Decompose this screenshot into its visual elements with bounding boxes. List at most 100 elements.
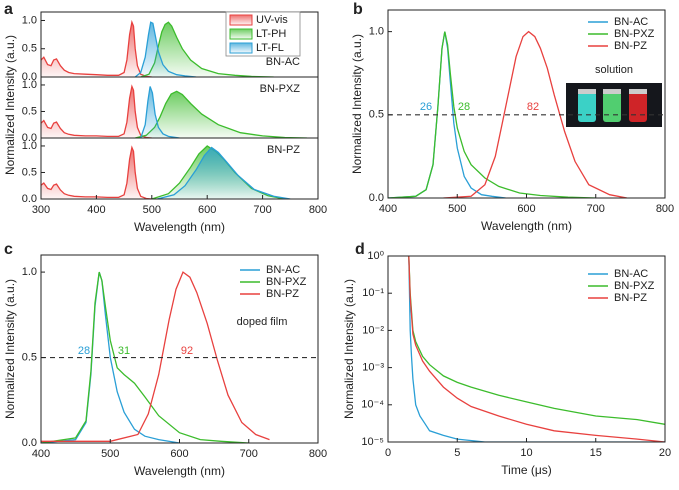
x-tick-label: 600 xyxy=(170,448,188,460)
series-line xyxy=(41,271,249,443)
legend-label: LT-FL xyxy=(256,42,284,54)
area xyxy=(157,147,291,199)
y-tick-label: 0.5 xyxy=(22,166,37,178)
annotation: 28 xyxy=(78,345,90,357)
panel-label: a xyxy=(4,1,13,18)
y-tick-label: 10⁻⁵ xyxy=(361,436,384,448)
series-line xyxy=(140,86,180,138)
series-line xyxy=(41,271,270,442)
annotation: 26 xyxy=(420,101,432,113)
x-tick-label: 400 xyxy=(379,203,397,215)
panel: 0.0 0.5 1.0 400 500 600 700 800 Wavelength (nm) N… xyxy=(3,241,327,478)
x-tick-label: 600 xyxy=(517,203,535,215)
axes-frame xyxy=(40,137,319,200)
legend-label: BN-PZ xyxy=(614,40,647,52)
y-tick-label: 0.0 xyxy=(22,437,37,449)
legend-label: BN-AC xyxy=(266,264,300,276)
legend-label: BN-PXZ xyxy=(266,276,307,288)
series-line xyxy=(443,30,628,198)
legend-label: BN-AC xyxy=(614,268,648,280)
y-tick-label: 0.0 xyxy=(369,192,384,204)
y-tick-label: 0.5 xyxy=(22,351,37,363)
x-axis-label: Wavelength (nm) xyxy=(134,220,225,234)
area xyxy=(135,91,307,138)
x-tick-label: 800 xyxy=(309,448,327,460)
area xyxy=(135,22,197,77)
x-tick-label: 700 xyxy=(240,448,258,460)
x-tick-label: 500 xyxy=(143,204,161,216)
panel-label: b xyxy=(353,1,363,18)
subplot-label: BN-AC xyxy=(266,56,300,68)
y-tick-label: 0.0 xyxy=(22,71,37,83)
x-tick-label: 600 xyxy=(198,204,216,216)
y-tick-label: 10⁻⁴ xyxy=(361,399,384,411)
x-tick-label: 10 xyxy=(520,447,532,459)
x-tick-label: 15 xyxy=(590,447,602,459)
y-tick-label: 0.5 xyxy=(22,43,37,55)
legend-swatch xyxy=(229,14,253,26)
y-axis-label: Normalized Intensity (a.u.) xyxy=(3,35,17,175)
vial-photo xyxy=(566,83,662,127)
x-tick-label: 700 xyxy=(587,203,605,215)
series-line xyxy=(134,21,197,77)
y-tick-label: 1.0 xyxy=(369,26,384,38)
x-tick-label: 700 xyxy=(253,204,271,216)
x-tick-label: 20 xyxy=(659,447,671,459)
annotation: 92 xyxy=(181,345,193,357)
panel-label: c xyxy=(4,241,13,258)
area xyxy=(41,86,152,138)
series-line xyxy=(157,146,291,199)
y-axis-label: Normalized Intensity (a.u.) xyxy=(3,279,17,419)
y-tick-label: 0.5 xyxy=(369,109,384,121)
panel: 0.0 0.5 1.0 400 500 600 700 800 Wavelength (nm) N… xyxy=(350,1,674,233)
legend-label: BN-PZ xyxy=(614,292,647,304)
y-tick-label: 1.0 xyxy=(22,266,37,278)
panel: 0.0 0.5 1.0 300 400 500 600 700 800 Wavelength (n… xyxy=(22,137,327,234)
legend-note: doped film xyxy=(237,316,288,328)
area xyxy=(41,22,152,77)
x-tick-label: 400 xyxy=(87,204,105,216)
panel-label: d xyxy=(355,241,365,258)
annotation: 82 xyxy=(527,101,539,113)
annotation: 31 xyxy=(118,345,130,357)
series-line xyxy=(408,256,665,442)
y-axis-label: Normalized Intensity (a.u.) xyxy=(342,279,356,419)
y-tick-label: 10⁰ xyxy=(367,250,384,262)
x-axis-label: Wavelength (nm) xyxy=(481,219,572,233)
legend-swatch xyxy=(229,42,253,54)
y-tick-label: 0.5 xyxy=(22,105,37,117)
legend-label: LT-PH xyxy=(256,28,286,40)
area xyxy=(140,86,180,138)
y-tick-label: 10⁻² xyxy=(362,324,384,336)
y-tick-label: 10⁻¹ xyxy=(362,287,384,299)
legend-note: solution xyxy=(595,64,633,76)
x-axis-label: Wavelength (nm) xyxy=(134,464,225,478)
plot-area xyxy=(388,30,628,198)
legend-label: BN-PXZ xyxy=(614,280,655,292)
series-line xyxy=(388,31,596,198)
y-tick-label: 1.0 xyxy=(22,14,37,26)
legend-swatch xyxy=(229,28,253,40)
subplot-label: BN-PXZ xyxy=(260,83,301,95)
legend-label: UV-vis xyxy=(256,14,288,26)
x-tick-label: 500 xyxy=(448,203,466,215)
plot-area xyxy=(41,271,270,443)
series-line xyxy=(408,256,665,442)
series-line xyxy=(41,19,152,77)
x-tick-label: 0 xyxy=(385,447,391,459)
x-tick-label: 500 xyxy=(101,448,119,460)
legend-label: BN-PXZ xyxy=(614,28,655,40)
plot-area xyxy=(41,145,291,199)
panel: 0.0 0.5 1.0 a BN-AC UV-vis LT-PH LT-FL xyxy=(4,1,319,83)
annotation: 28 xyxy=(458,101,470,113)
series-line xyxy=(41,84,152,138)
legend-label: BN-PZ xyxy=(266,288,299,300)
y-tick-label: 1.0 xyxy=(22,79,37,91)
plot-area xyxy=(408,256,665,442)
x-tick-label: 5 xyxy=(454,447,460,459)
x-tick-label: 800 xyxy=(309,204,327,216)
x-tick-label: 400 xyxy=(32,448,50,460)
y-tick-label: 0.0 xyxy=(22,193,37,205)
x-tick-label: 800 xyxy=(656,203,674,215)
plot-area xyxy=(41,84,307,138)
